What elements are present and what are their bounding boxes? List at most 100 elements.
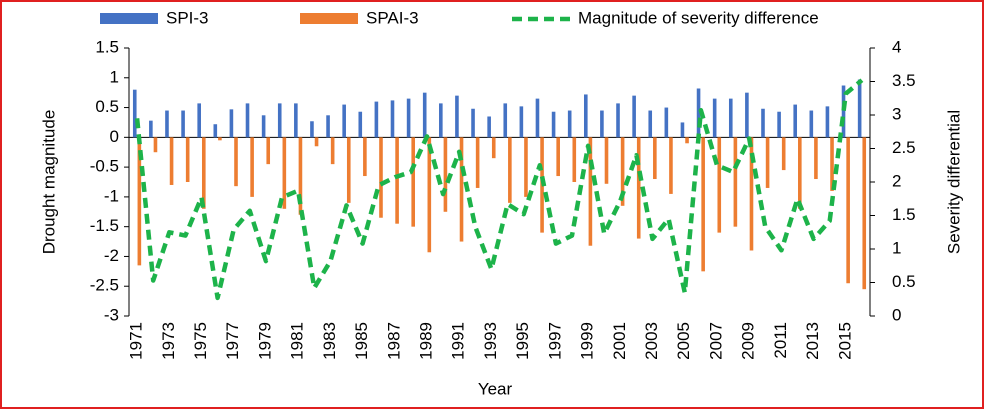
bar — [556, 137, 560, 177]
x-tick-label: 1987 — [384, 322, 403, 360]
bar — [636, 137, 641, 239]
bar — [358, 111, 363, 138]
x-tick-label: 1979 — [255, 322, 274, 360]
bar — [181, 110, 185, 138]
y2-tick-label: 0 — [892, 305, 901, 324]
y-tick-label: 0.5 — [95, 97, 119, 116]
x-tick-label: 2007 — [706, 322, 725, 360]
bar — [395, 137, 399, 224]
y-tick-label: -3 — [104, 305, 119, 324]
bar — [487, 116, 491, 138]
bar — [508, 137, 512, 203]
x-tick-label: 1985 — [352, 322, 371, 360]
bar — [294, 103, 298, 138]
bar — [439, 103, 443, 138]
bar — [696, 88, 701, 138]
bar — [165, 110, 169, 138]
y2-tick-label: 0.5 — [892, 272, 916, 291]
bar — [266, 137, 271, 165]
bar — [583, 94, 588, 138]
bar — [169, 137, 174, 185]
bar — [712, 98, 717, 138]
bar — [728, 98, 733, 138]
bar — [390, 100, 395, 138]
bar — [197, 103, 201, 138]
bar — [250, 137, 254, 197]
y2-tick-label: 2.5 — [892, 138, 916, 157]
x-tick-label: 2011 — [771, 322, 790, 359]
y-tick-label: 1.5 — [95, 37, 119, 56]
bar — [685, 137, 689, 144]
bar — [519, 106, 524, 138]
bar — [793, 104, 798, 138]
y2-axis-title: Severity differential — [944, 110, 963, 254]
bar — [245, 103, 250, 138]
bar — [664, 107, 669, 138]
x-tick-label: 1983 — [320, 322, 339, 360]
bar — [669, 137, 673, 194]
legend-swatch — [100, 13, 158, 24]
bar — [298, 137, 303, 215]
bar — [213, 124, 218, 138]
y2-tick-label: 3 — [892, 104, 901, 123]
x-tick-label: 1999 — [578, 322, 597, 360]
bar — [862, 137, 867, 290]
x-tick-label: 1993 — [481, 322, 500, 360]
bar — [653, 137, 657, 180]
bar — [185, 137, 190, 182]
x-tick-label: 1973 — [159, 322, 178, 360]
bar — [761, 108, 765, 138]
bar — [422, 92, 427, 138]
x-tick-label: 2001 — [610, 322, 629, 360]
bar — [132, 89, 137, 138]
bar — [455, 95, 459, 138]
x-tick-label: 1971 — [127, 322, 146, 360]
x-tick-label: 2005 — [674, 322, 693, 360]
x-tick-label: 1995 — [513, 322, 532, 360]
bar — [153, 137, 158, 153]
y-tick-label: 0 — [110, 127, 119, 146]
bar — [524, 137, 528, 197]
legend-label: Magnitude of severity difference — [578, 8, 819, 27]
bar — [330, 137, 335, 165]
x-tick-label: 1975 — [191, 322, 210, 360]
bar — [342, 104, 346, 138]
bar — [218, 137, 222, 141]
bar — [551, 111, 556, 138]
bar — [604, 137, 609, 184]
bar — [277, 103, 282, 138]
x-tick-label: 1997 — [545, 322, 564, 360]
bar — [443, 137, 448, 212]
x-tick-label: 1989 — [416, 322, 435, 360]
bar — [459, 137, 464, 242]
bar — [745, 92, 749, 138]
bar — [825, 106, 830, 138]
bar — [809, 110, 814, 138]
bar — [567, 110, 572, 138]
y-tick-label: -1 — [104, 186, 119, 205]
x-tick-label: 2013 — [803, 322, 822, 360]
bar — [841, 85, 846, 138]
bar — [346, 137, 351, 203]
bar — [717, 137, 722, 233]
bar — [411, 137, 416, 227]
x-tick-label: 1991 — [449, 322, 468, 360]
bar — [326, 115, 330, 138]
y-tick-label: -0.5 — [90, 157, 119, 176]
bar — [503, 103, 508, 138]
x-tick-label: 1981 — [288, 322, 307, 360]
bar — [572, 137, 577, 182]
y-axis-title: Drought magnitude — [39, 110, 58, 255]
bar — [427, 137, 432, 253]
y-tick-label: -1.5 — [90, 216, 119, 235]
legend-swatch — [300, 13, 358, 24]
bar — [261, 115, 266, 138]
bar — [648, 110, 653, 138]
bar — [830, 137, 834, 191]
x-tick-label: 2003 — [642, 322, 661, 360]
y2-tick-label: 4 — [892, 37, 901, 56]
y-tick-label: -2.5 — [90, 276, 119, 295]
bar — [234, 137, 238, 187]
legend-label: SPI-3 — [166, 8, 209, 27]
x-tick-label: 1977 — [223, 322, 242, 360]
